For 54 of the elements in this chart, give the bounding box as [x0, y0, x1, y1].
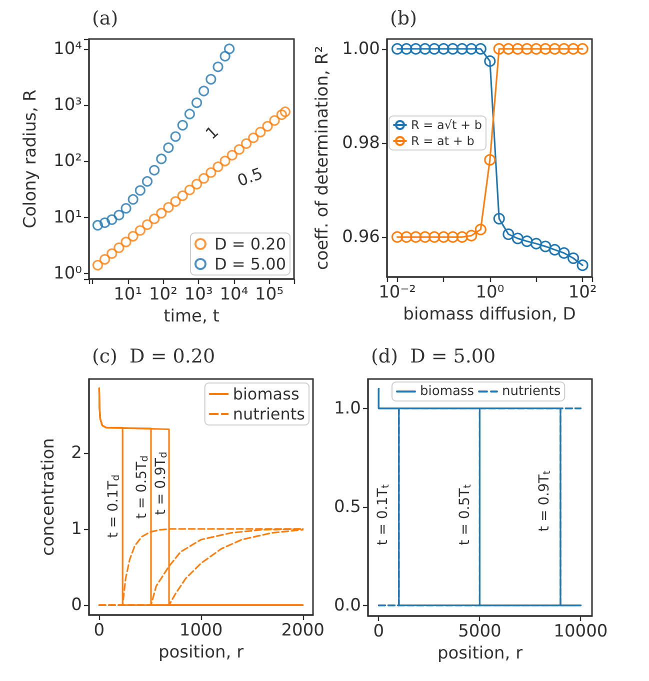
x-tick-label: 10² — [568, 282, 597, 302]
y-tick-label: 1.00 — [342, 38, 380, 59]
x-tick-label: 1000 — [179, 620, 223, 640]
chart-title: (b) — [390, 8, 417, 30]
legend-label: nutrients — [232, 404, 305, 424]
y-axis-title: coeff. of determination, R² — [312, 46, 332, 270]
y-tick-label: 2 — [71, 442, 82, 463]
annotation: t = 0.1Tt — [375, 484, 392, 546]
annotation: t = 0.9Td — [152, 452, 170, 515]
x-tick-label: 10⁰ — [476, 282, 504, 302]
y-tick-label: 0.98 — [342, 132, 380, 153]
x-tick-label: 2000 — [281, 620, 324, 640]
x-tick-label: 10⁴ — [220, 284, 248, 304]
y-tick-label: 10⁰ — [54, 264, 82, 284]
annotation: t = 0.5Tt — [456, 484, 474, 546]
y-tick-label: 0 — [71, 595, 82, 616]
y-tick-label: 0.5 — [334, 496, 361, 517]
y-tick-label: 10⁴ — [54, 38, 82, 59]
annotation: t = 0.1Td — [105, 474, 122, 538]
annotation: t = 0.9Tt — [536, 470, 554, 532]
annotation: 0.5 — [234, 164, 266, 190]
chart-title: (c) D = 0.20 — [92, 346, 216, 368]
x-tick-label: 10² — [148, 284, 178, 304]
legend-label: biomass — [420, 384, 474, 399]
legend-label: R = at + b — [411, 134, 474, 148]
x-tick-label: 10⁻² — [378, 282, 416, 302]
y-tick-label: 10¹ — [54, 207, 82, 228]
legend-label: D = 0.20 — [214, 234, 286, 254]
x-tick-label: 10¹ — [114, 284, 142, 304]
legend-label: R = a√t + b — [411, 118, 482, 132]
annotation: t = 0.5Td — [134, 455, 150, 519]
chart-title: (a) — [92, 8, 118, 30]
y-tick-label: 1.0 — [334, 398, 361, 418]
y-tick-label: 0.96 — [342, 227, 380, 248]
x-axis-title: biomass diffusion, D — [403, 304, 576, 324]
x-axis-title: time, t — [164, 306, 220, 326]
y-tick-label: 0.0 — [334, 595, 361, 616]
legend-label: D = 5.00 — [214, 254, 286, 274]
x-tick-label: 10000 — [554, 622, 608, 642]
x-tick-label: 10⁵ — [255, 284, 284, 304]
chart-title: (d) D = 5.00 — [371, 346, 496, 368]
x-axis-title: position, r — [158, 642, 244, 662]
x-tick-label: 10³ — [184, 284, 213, 304]
x-axis-title: position, r — [437, 643, 523, 664]
y-tick-label: 10² — [54, 151, 82, 172]
y-axis-title: Colony radius, R — [20, 89, 40, 228]
legend-label: nutrients — [502, 384, 561, 399]
y-tick-label: 10³ — [54, 95, 82, 116]
y-tick-label: 1 — [71, 518, 82, 539]
legend-label: biomass — [232, 384, 300, 404]
x-tick-label: 5000 — [458, 622, 502, 642]
y-axis-title: concentration — [38, 438, 58, 556]
annotation: 1 — [202, 122, 222, 144]
x-tick-label: 0 — [94, 620, 105, 640]
